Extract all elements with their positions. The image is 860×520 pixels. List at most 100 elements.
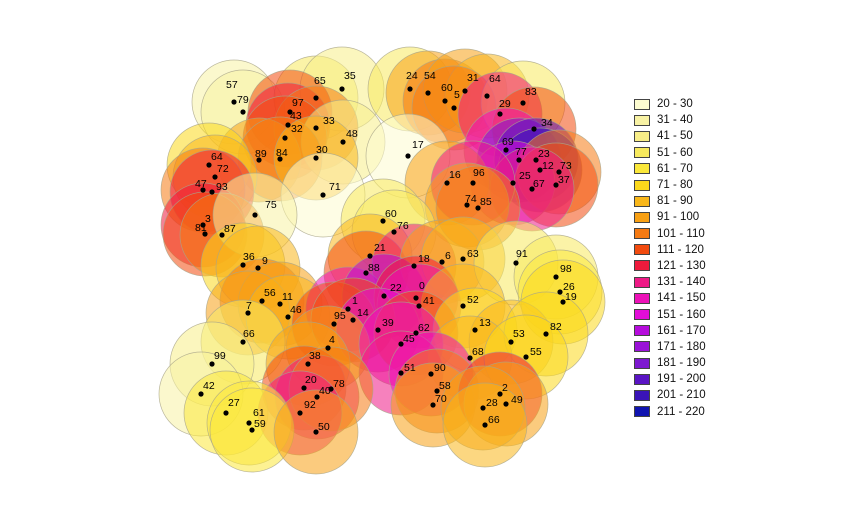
station-dot <box>375 327 381 333</box>
station-label: 57 <box>226 79 238 91</box>
station-label: 66 <box>243 328 255 340</box>
legend-item: 20 - 30 <box>634 96 744 112</box>
station-dot <box>249 427 255 433</box>
station-label: 20 <box>305 374 317 386</box>
station-label: 27 <box>228 397 240 409</box>
station-label: 70 <box>435 393 447 405</box>
station-point: 69 <box>502 136 514 153</box>
station-label: 97 <box>292 97 304 109</box>
station-dot <box>325 345 331 351</box>
station-label: 90 <box>434 362 446 374</box>
station-label: 78 <box>333 378 345 390</box>
station-point: 41 <box>416 295 435 309</box>
station-label: 32 <box>291 123 303 135</box>
station-label: 39 <box>382 317 394 329</box>
station-label: 55 <box>530 346 542 358</box>
legend-swatch <box>634 260 650 272</box>
station-point: 57 <box>226 79 238 105</box>
station-label: 24 <box>406 70 418 82</box>
station-point: 55 <box>523 346 542 360</box>
legend-item: 51 - 60 <box>634 145 744 161</box>
station-label: 89 <box>255 148 267 160</box>
station-dot <box>497 391 503 397</box>
station-dot <box>503 401 509 407</box>
station-point: 63 <box>460 248 479 262</box>
station-dot <box>301 385 307 391</box>
station-point: 46 <box>285 304 302 320</box>
station-label: 65 <box>314 75 326 87</box>
legend-item: 111 - 120 <box>634 242 744 258</box>
legend-label: 181 - 190 <box>657 357 706 370</box>
station-dot <box>331 321 337 327</box>
legend-swatch <box>634 98 650 110</box>
station-label: 6 <box>445 250 451 262</box>
station-point: 88 <box>363 262 380 276</box>
station-point: 75 <box>252 199 277 218</box>
legend-label: 111 - 120 <box>657 243 704 256</box>
station-point: 90 <box>428 362 446 377</box>
station-label: 17 <box>412 139 424 151</box>
station-dot <box>413 330 419 336</box>
legend-label: 61 - 70 <box>657 162 693 175</box>
station-dot <box>320 192 326 198</box>
station-point: 11 <box>277 291 293 307</box>
station-label: 72 <box>217 163 229 175</box>
legend-label: 121 - 130 <box>657 259 706 272</box>
station-label: 51 <box>404 362 416 374</box>
station-label: 56 <box>264 287 276 299</box>
station-label: 14 <box>357 307 369 319</box>
station-dot <box>277 301 283 307</box>
legend-swatch <box>634 179 650 191</box>
legend-item: 91 - 100 <box>634 209 744 225</box>
legend-label: 41 - 50 <box>657 130 693 143</box>
station-point: 59 <box>249 418 266 433</box>
legend-label: 51 - 60 <box>657 146 693 159</box>
station-label: 54 <box>424 70 436 82</box>
station-point: 28 <box>480 397 498 411</box>
station-label: 30 <box>316 144 328 156</box>
legend-label: 91 - 100 <box>657 211 700 224</box>
station-dot <box>198 391 204 397</box>
legend-item: 211 - 220 <box>634 404 744 420</box>
legend-swatch <box>634 114 650 126</box>
station-dot <box>497 111 503 117</box>
station-dot <box>202 231 208 237</box>
station-point: 3 <box>200 213 211 228</box>
station-point: 68 <box>467 346 484 361</box>
legend-label: 131 - 140 <box>657 276 706 289</box>
legend-item: 141 - 150 <box>634 290 744 306</box>
station-point: 47 <box>195 178 207 193</box>
station-dot <box>439 259 445 265</box>
station-point: 40 <box>314 385 331 400</box>
legend-label: 201 - 210 <box>657 389 706 402</box>
station-point: 71 <box>320 181 341 198</box>
station-dot <box>255 265 261 271</box>
station-dot <box>405 153 411 159</box>
station-dot <box>516 157 522 163</box>
station-dot <box>313 155 319 161</box>
station-dot <box>219 232 225 238</box>
station-label: 4 <box>329 334 335 346</box>
station-dot <box>553 274 559 280</box>
legend-swatch <box>634 276 650 288</box>
station-label: 29 <box>499 98 511 110</box>
legend-item: 101 - 110 <box>634 226 744 242</box>
station-point: 21 <box>367 242 386 259</box>
station-point: 16 <box>444 169 461 186</box>
station-point: 26 <box>557 281 575 295</box>
station-label: 28 <box>486 397 498 409</box>
station-label: 0 <box>419 280 425 292</box>
station-dot <box>245 310 251 316</box>
station-label: 83 <box>525 86 537 98</box>
station-label: 73 <box>560 160 572 172</box>
station-point: 1 <box>345 295 358 312</box>
station-label: 67 <box>533 178 545 190</box>
station-dot <box>523 354 529 360</box>
station-label: 31 <box>467 72 479 84</box>
station-dot <box>363 270 369 276</box>
station-label: 92 <box>304 399 316 411</box>
station-dot <box>391 229 397 235</box>
station-point: 37 <box>553 174 570 188</box>
